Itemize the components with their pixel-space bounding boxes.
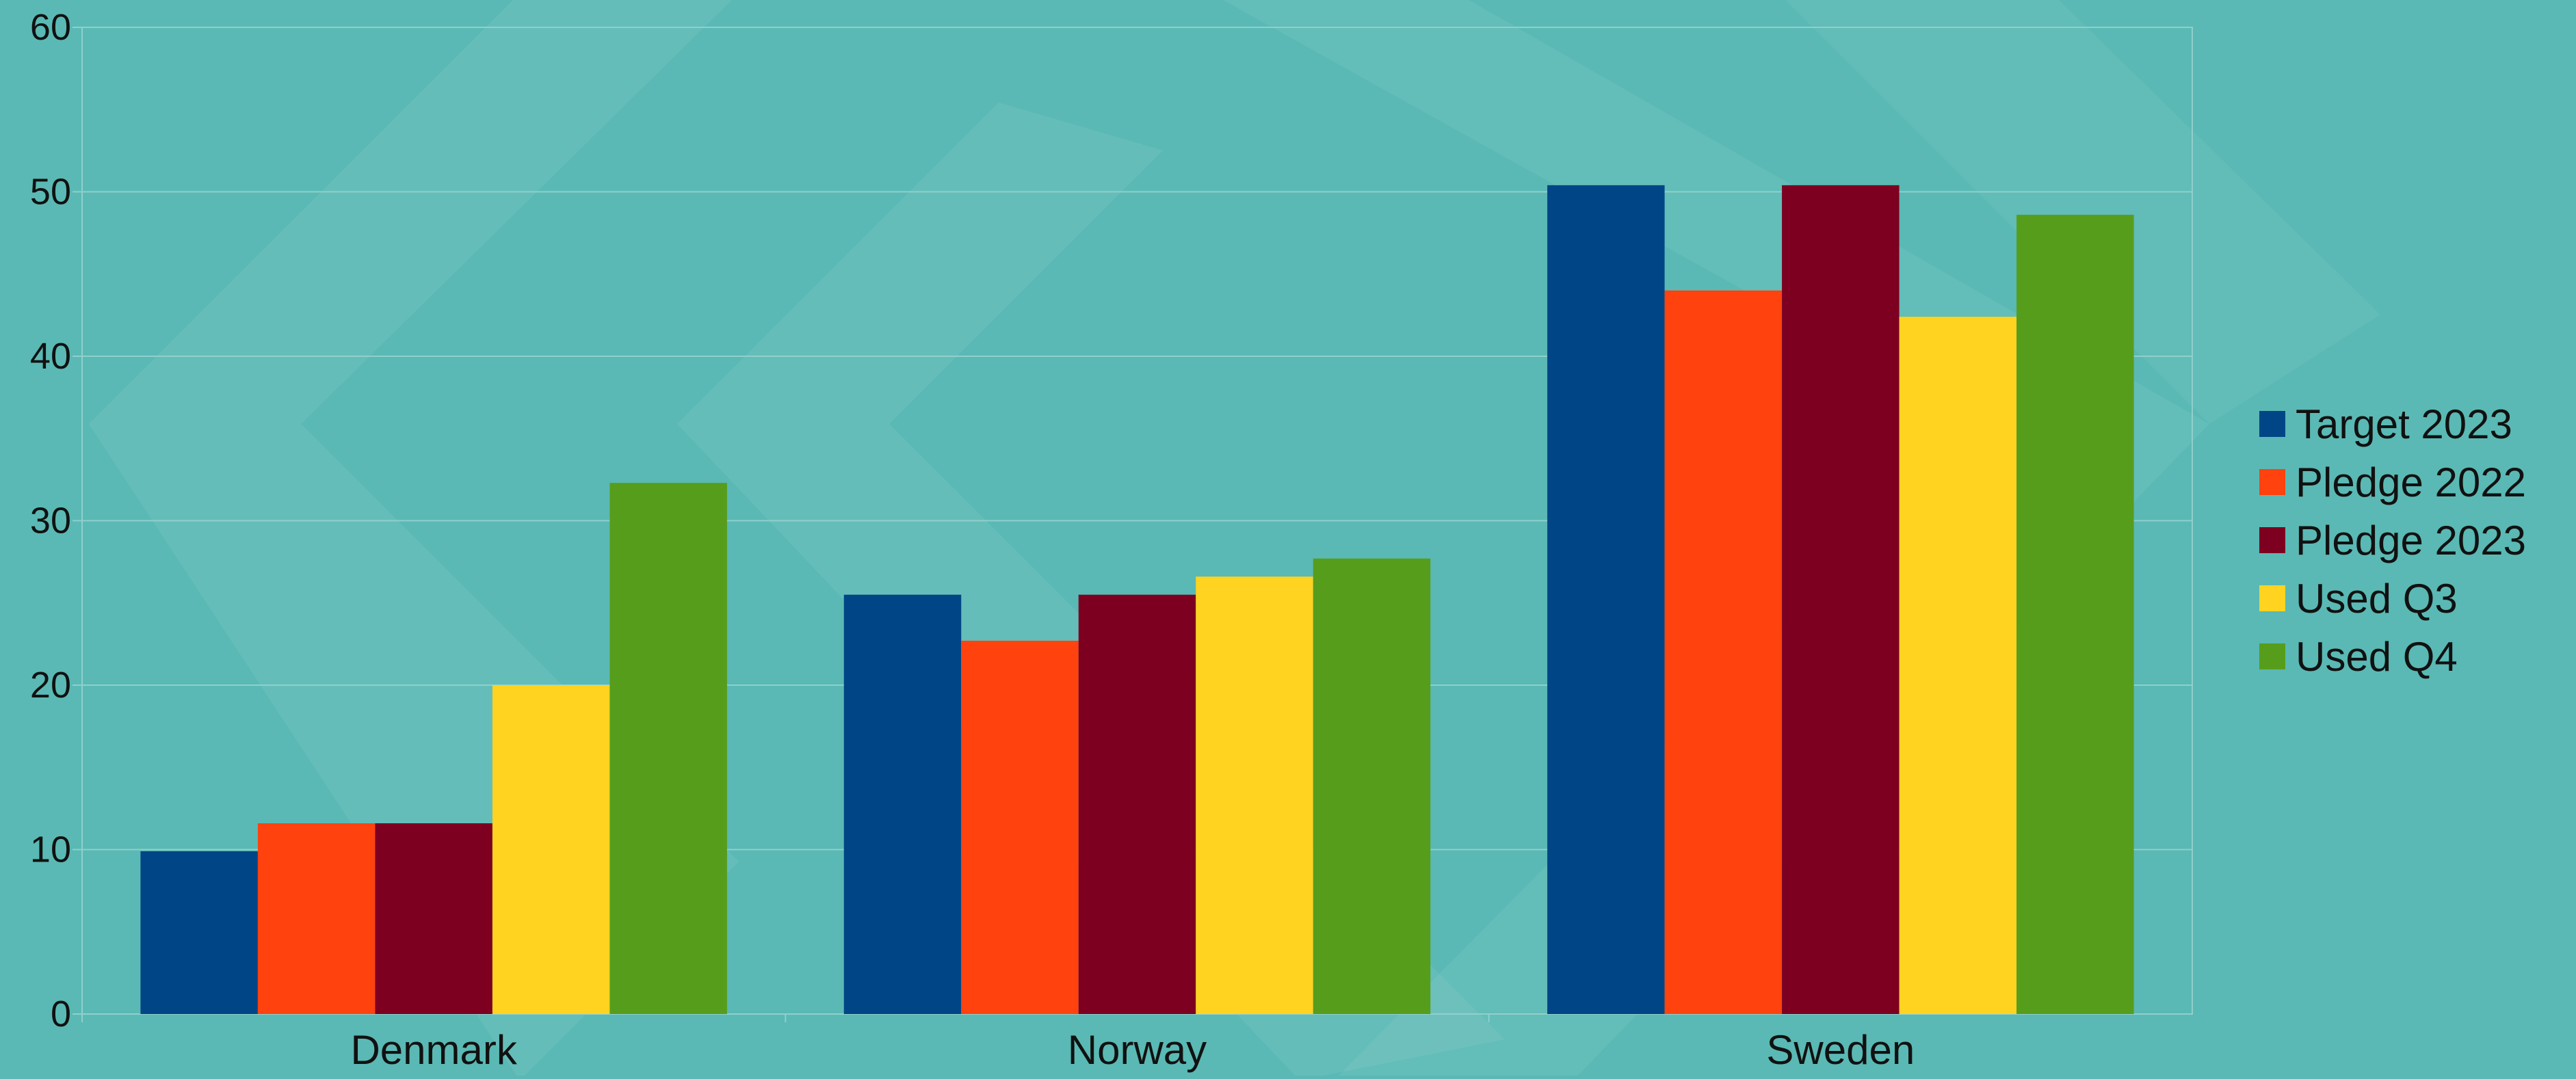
bar <box>1547 185 1665 1014</box>
bar <box>1078 594 1196 1014</box>
legend-label: Used Q4 <box>2296 634 2458 680</box>
y-tick-label: 10 <box>30 829 71 870</box>
y-tick-label: 0 <box>51 994 71 1035</box>
bar <box>1782 185 1900 1014</box>
legend-swatch <box>2259 411 2285 437</box>
y-tick-label: 30 <box>30 501 71 542</box>
bar <box>1313 558 1431 1014</box>
y-tick-label: 60 <box>30 7 71 48</box>
bar <box>1196 576 1313 1014</box>
bar <box>257 823 376 1014</box>
bars <box>140 185 2134 1014</box>
bar <box>375 823 492 1014</box>
bar <box>609 483 727 1014</box>
legend-swatch <box>2259 585 2285 611</box>
legend-label: Pledge 2022 <box>2296 459 2526 505</box>
legend-swatch <box>2259 643 2285 669</box>
bar <box>843 594 962 1014</box>
legend-swatch <box>2259 527 2285 553</box>
bar <box>492 685 610 1014</box>
x-tick-label: Sweden <box>1766 1027 1915 1073</box>
x-tick-label: Norway <box>1068 1027 1207 1073</box>
legend-swatch <box>2259 469 2285 495</box>
x-axis: Denmark Norway Sweden <box>81 1014 1915 1073</box>
y-tick-label: 20 <box>30 665 71 706</box>
bar <box>2016 215 2134 1014</box>
bar <box>961 641 1079 1014</box>
y-tick-label: 40 <box>30 336 71 377</box>
legend: Target 2023 Pledge 2022 Pledge 2023 Used Q3… <box>2259 401 2526 680</box>
y-tick-label: 50 <box>30 172 71 213</box>
y-axis: 0 10 20 30 40 50 60 <box>30 7 82 1035</box>
legend-label: Pledge 2023 <box>2296 518 2526 563</box>
legend-label: Used Q3 <box>2296 576 2458 622</box>
bar <box>1664 290 1783 1014</box>
x-tick-label: Denmark <box>350 1027 517 1073</box>
bar <box>140 851 258 1014</box>
bar <box>1899 317 2017 1014</box>
legend-label: Target 2023 <box>2296 401 2512 447</box>
